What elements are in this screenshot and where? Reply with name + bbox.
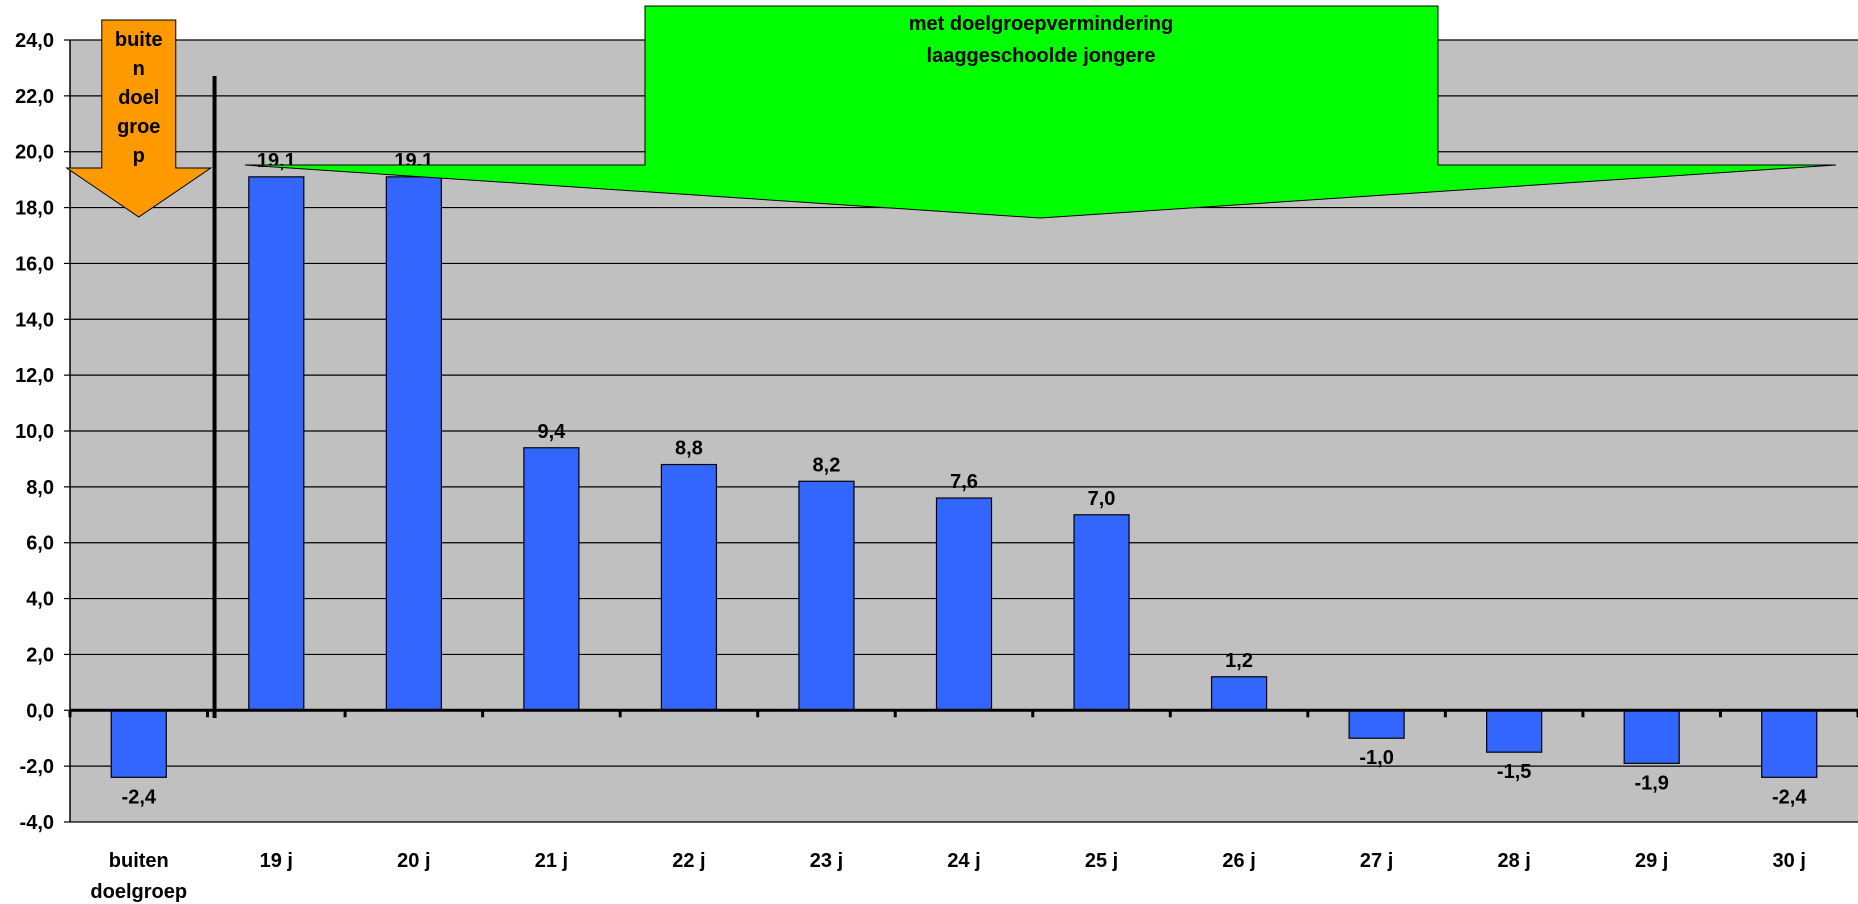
- bar-28-j: [1486, 709, 1543, 753]
- y-tick-label: 6,0: [26, 533, 54, 555]
- data-label: -1,5: [1497, 761, 1531, 783]
- y-tick-label: 18,0: [15, 198, 54, 220]
- x-tick-label: 28 j: [1497, 850, 1530, 872]
- x-tick-label: 21 j: [535, 850, 568, 872]
- x-tick-label: buiten: [109, 850, 169, 872]
- data-label: 7,6: [950, 471, 978, 493]
- y-tick-label: 4,0: [26, 589, 54, 611]
- x-tick-label: 24 j: [947, 850, 980, 872]
- green-banner-shape: [244, 5, 1837, 219]
- x-tick-label: 29 j: [1635, 850, 1668, 872]
- y-tick-label: 20,0: [15, 142, 54, 164]
- bar-26-j: [1210, 676, 1268, 711]
- orange-arrow-label: n: [133, 58, 145, 80]
- orange-arrow-label: doel: [118, 87, 159, 109]
- doelgroep-banner-arrow: met doelgroepvermindering laaggeschoolde …: [244, 5, 1837, 219]
- orange-arrow-shape: [65, 19, 213, 218]
- x-axis-tick-labels: buiten doelgroep 19 j 20 j 21 j 22 j 23 j 24 j 2…: [90, 850, 1805, 903]
- buiten-doelgroep-arrow: buite n doel groe p: [65, 19, 213, 218]
- y-axis-tick-labels: -4,0 -2,0 0,0 2,0 4,0 6,0 8,0 10,0 12,0 14,0 16,0 1…: [15, 30, 54, 834]
- y-tick-label: -2,0: [20, 756, 54, 778]
- y-tick-label: 24,0: [15, 30, 54, 52]
- x-tick-label: 19 j: [260, 850, 293, 872]
- data-label: -1,9: [1634, 772, 1668, 794]
- bar-25-j: [1073, 514, 1130, 711]
- bar-20-j: [385, 176, 442, 711]
- x-tick-label: doelgroep: [90, 881, 187, 903]
- bar-27-j: [1348, 709, 1405, 739]
- data-label: 9,4: [537, 421, 566, 443]
- orange-arrow-label: buite: [115, 29, 163, 51]
- green-banner-label: met doelgroepvermindering: [909, 13, 1174, 35]
- x-tick-label: 23 j: [810, 850, 843, 872]
- x-tick-label: 26 j: [1222, 850, 1255, 872]
- bars: [110, 176, 1818, 778]
- data-label: 8,8: [675, 438, 703, 460]
- bar-21-j: [523, 447, 580, 711]
- data-label: 8,2: [813, 454, 841, 476]
- x-tick-label: 25 j: [1085, 850, 1118, 872]
- x-tick-label: 22 j: [672, 850, 705, 872]
- bar-23-j: [798, 480, 855, 711]
- bar-30-j: [1761, 709, 1818, 778]
- orange-arrow-label: p: [133, 145, 145, 167]
- y-tick-label: 16,0: [15, 253, 54, 275]
- orange-arrow-label: groe: [117, 116, 160, 138]
- y-tick-label: 8,0: [26, 477, 54, 499]
- data-label: 7,0: [1088, 488, 1116, 510]
- bar-19-j: [248, 176, 305, 711]
- y-tick-label: -4,0: [20, 812, 54, 834]
- bar-buiten-doelgroep: [110, 709, 167, 778]
- x-axis: [68, 708, 1858, 718]
- x-tick-label: 27 j: [1360, 850, 1393, 872]
- bar-22-j: [660, 463, 718, 711]
- y-tick-label: 10,0: [15, 421, 54, 443]
- bar-29-j: [1623, 709, 1680, 764]
- y-tick-label: 2,0: [26, 644, 54, 666]
- data-label: -2,4: [1772, 786, 1807, 808]
- data-label: 19,1: [257, 150, 296, 172]
- data-label: 1,2: [1225, 650, 1253, 672]
- data-label: -2,4: [122, 786, 157, 808]
- bar-24-j: [935, 497, 993, 711]
- y-tick-label: 0,0: [26, 700, 54, 722]
- y-tick-label: 14,0: [15, 309, 54, 331]
- x-tick-label: 20 j: [397, 850, 430, 872]
- data-label: -1,0: [1359, 747, 1393, 769]
- x-tick-label: 30 j: [1773, 850, 1806, 872]
- y-tick-label: 22,0: [15, 86, 54, 108]
- green-banner-label: laaggeschoolde jongere: [927, 45, 1156, 67]
- y-tick-label: 12,0: [15, 365, 54, 387]
